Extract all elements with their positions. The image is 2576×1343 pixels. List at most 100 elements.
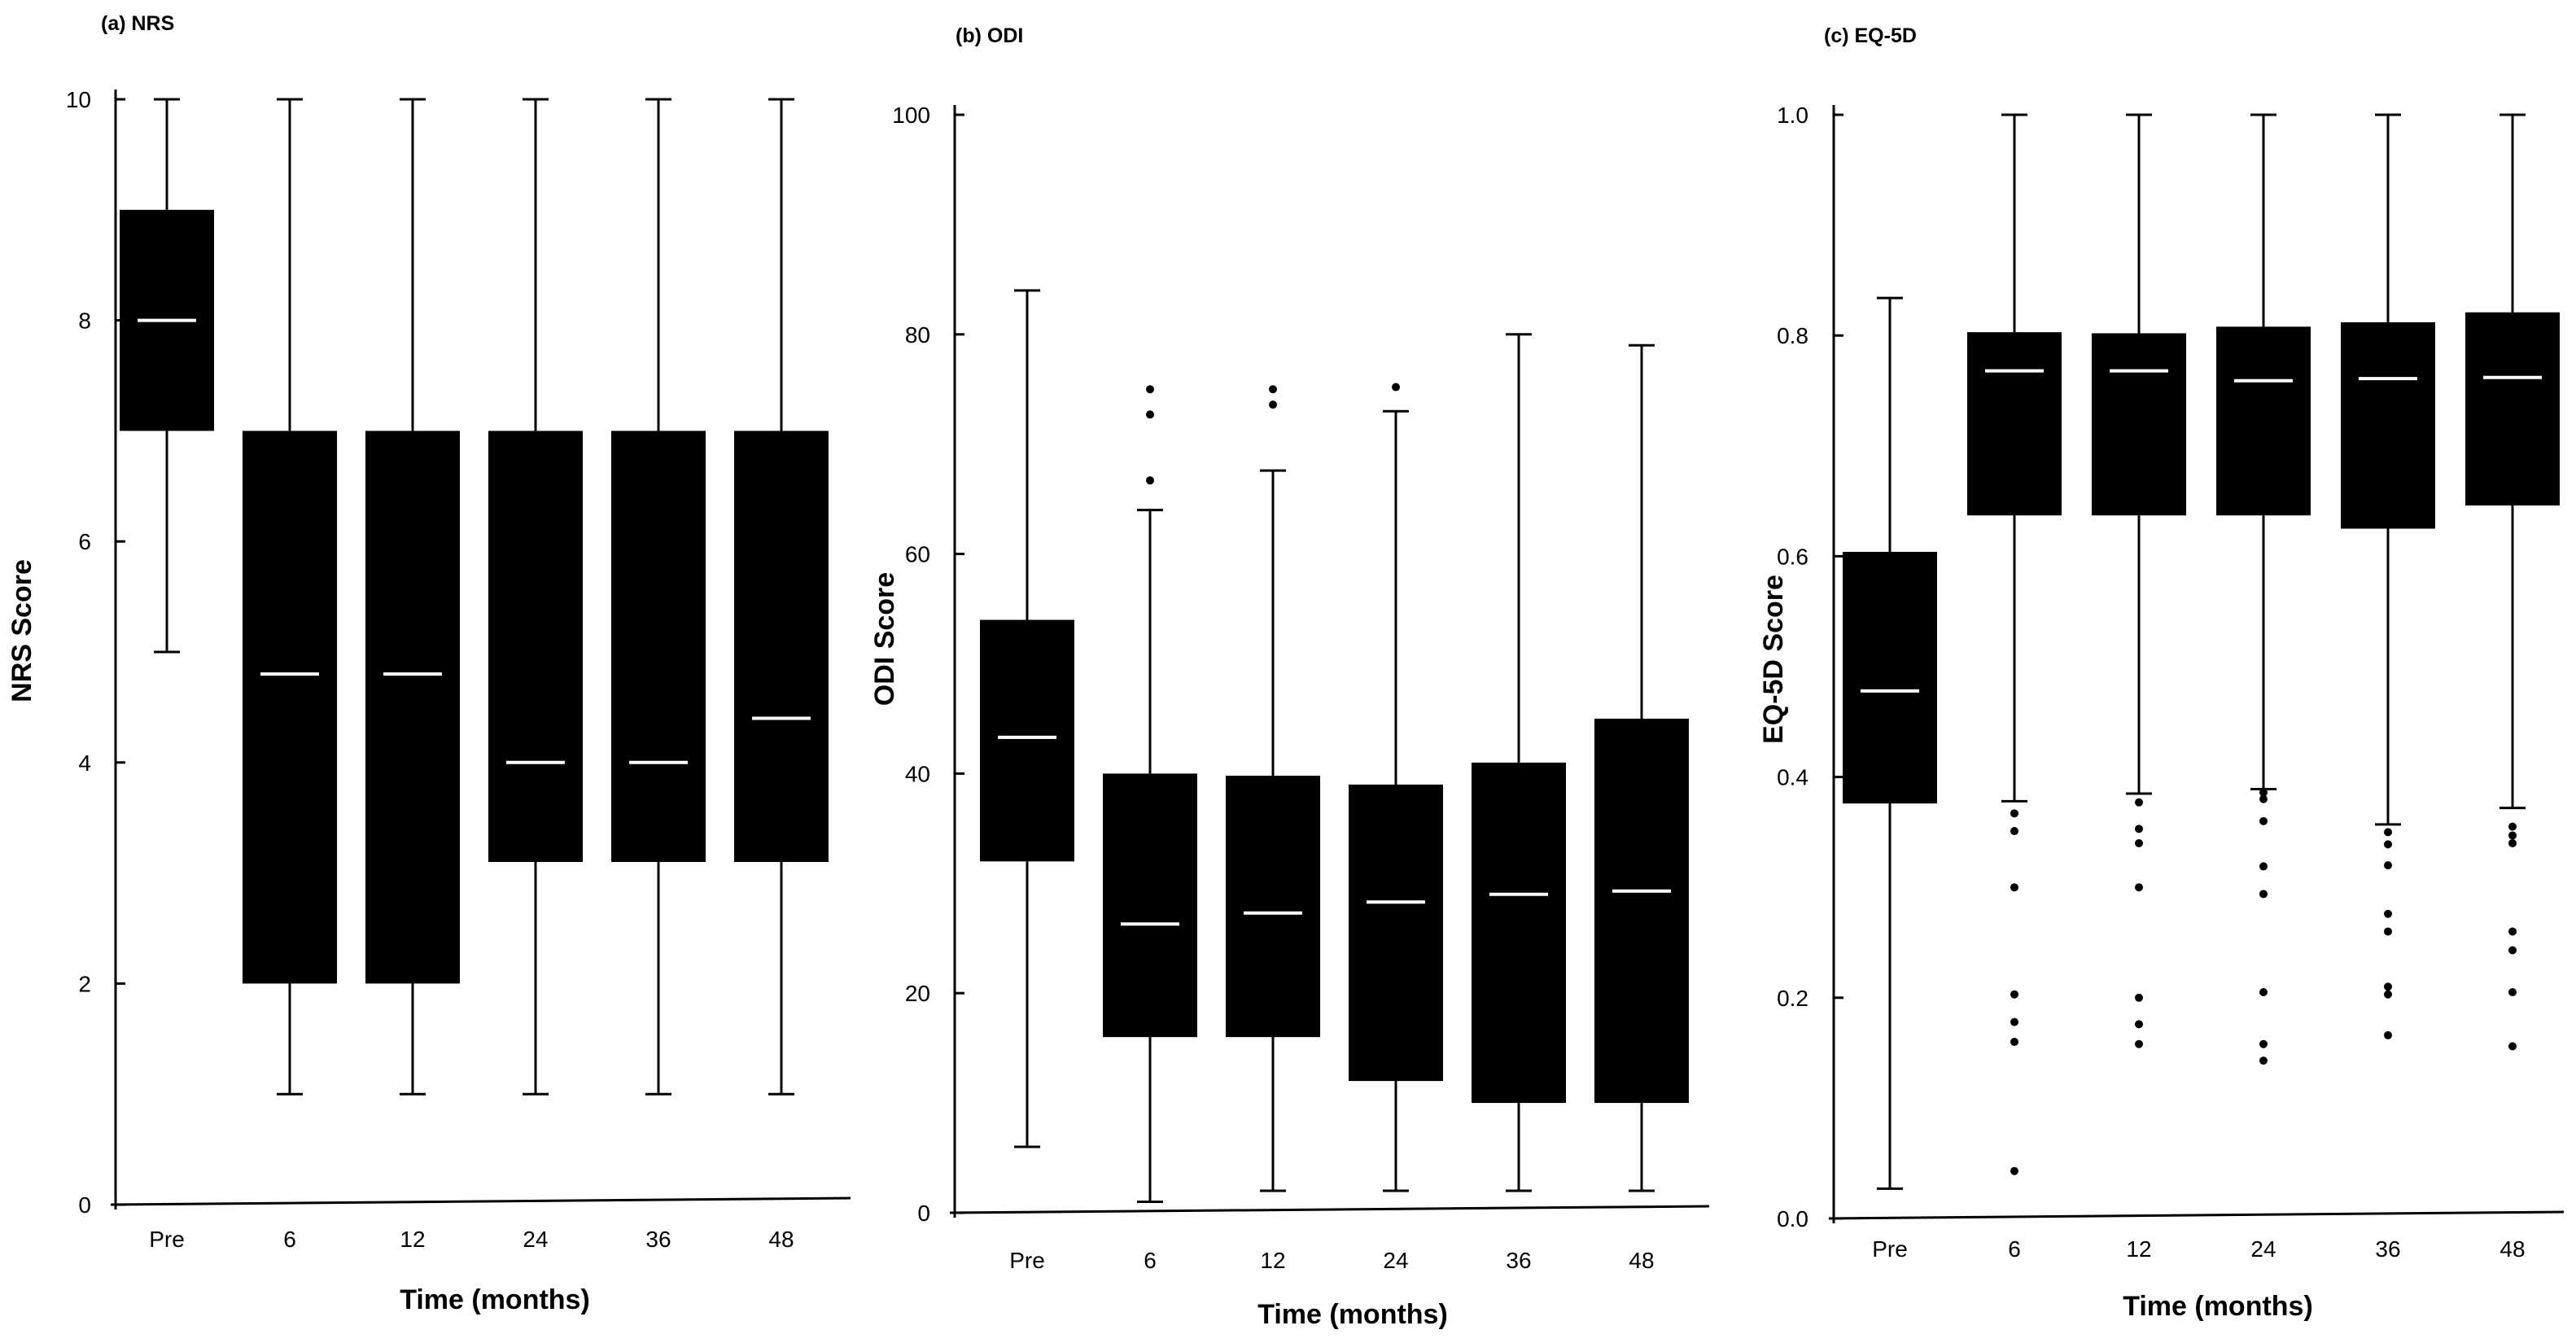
outlier-point (2010, 827, 2018, 836)
x-tick-label: 24 (523, 1227, 548, 1252)
x-axis-title: Time (months) (1257, 1299, 1448, 1330)
nrs-panel: (a) NRS NRS Score Time (months) 0246810P… (7, 12, 851, 1315)
iqr-box (1967, 332, 2062, 516)
outlier-point (2259, 788, 2268, 797)
x-axis-line (949, 1205, 1710, 1214)
iqr-box (2465, 312, 2560, 506)
y-tick-label: 60 (905, 542, 930, 567)
box-group-36 (611, 98, 706, 1096)
outlier-point (1146, 410, 1154, 419)
box-group-6 (1103, 385, 1197, 1204)
iqr-box (1594, 718, 1689, 1104)
box-group-24 (488, 98, 583, 1096)
box-group-Pre (980, 289, 1074, 1148)
outlier-point (2135, 1039, 2143, 1048)
iqr-box (1843, 551, 1937, 804)
box-group-48 (734, 98, 829, 1096)
outlier-point (2508, 946, 2517, 955)
x-tick-label: Pre (1009, 1248, 1045, 1273)
panel-title: (a) NRS (101, 12, 174, 35)
outlier-point (2010, 1017, 2018, 1026)
y-tick-label: 0.0 (1777, 1206, 1808, 1231)
x-tick-label: 48 (2499, 1236, 2525, 1262)
box-group-24 (1349, 383, 1443, 1192)
eq5d-plot-area: 0.0 0.2 0.4 0.6 0.8 1.0 Pre 6 12 24 36 48 (1777, 103, 2565, 1262)
outlier-point (2384, 828, 2392, 837)
outlier-point (2010, 1166, 2018, 1175)
outlier-point (2508, 831, 2517, 840)
x-tick-label: 12 (1260, 1248, 1285, 1273)
box-group-Pre (120, 98, 214, 654)
x-tick-label: 24 (1383, 1248, 1408, 1273)
iqr-box (2092, 333, 2186, 516)
x-tick-label: 36 (645, 1227, 671, 1252)
y-tick-label: 0 (78, 1192, 91, 1218)
outlier-point (2384, 840, 2392, 849)
iqr-box (243, 431, 337, 984)
x-axis-line (1828, 1210, 2565, 1220)
outlier-point (2010, 990, 2018, 999)
outlier-point (2259, 862, 2268, 871)
y-axis-title: EQ-5D Score (1758, 575, 1789, 744)
outlier-point (2135, 1020, 2143, 1029)
box-group-36 (2341, 113, 2435, 1039)
panel-title: (b) ODI (956, 24, 1023, 47)
outlier-point (2384, 1030, 2392, 1039)
x-tick-label: 12 (2126, 1236, 2151, 1262)
outlier-point (1392, 383, 1400, 392)
iqr-box (734, 431, 829, 863)
outlier-point (2508, 988, 2517, 997)
outlier-point (1269, 385, 1277, 394)
y-tick-label: 0 (917, 1201, 930, 1226)
box-group-12 (2092, 113, 2186, 1048)
outlier-point (2259, 816, 2268, 825)
outlier-point (2508, 838, 2517, 847)
iqr-box (2341, 322, 2435, 529)
x-axis-title: Time (months) (2123, 1291, 2313, 1322)
outlier-point (2259, 890, 2268, 899)
outlier-point (2010, 883, 2018, 892)
x-tick-label: 36 (2375, 1236, 2400, 1262)
y-tick-label: 6 (78, 529, 91, 554)
y-tick-label: 2 (78, 971, 91, 996)
y-tick-label: 40 (905, 761, 930, 786)
y-tick-label: 0.4 (1777, 765, 1808, 790)
x-tick-label: 6 (1144, 1248, 1157, 1273)
x-tick-label: 6 (2008, 1236, 2021, 1262)
outlier-point (2259, 1039, 2268, 1048)
iqr-box (611, 431, 706, 863)
outlier-point (2259, 988, 2268, 997)
iqr-box (1472, 762, 1566, 1104)
iqr-box (2216, 326, 2311, 516)
outlier-point (2259, 794, 2268, 803)
outlier-point (1146, 476, 1154, 485)
outlier-point (1146, 385, 1154, 394)
iqr-box (980, 619, 1074, 862)
x-tick-label: 48 (768, 1227, 794, 1252)
x-tick-label: 6 (283, 1227, 296, 1252)
box-group-Pre (1843, 296, 1937, 1190)
iqr-box (1349, 784, 1443, 1082)
outlier-point (2135, 883, 2143, 892)
iqr-box (365, 431, 460, 984)
x-tick-label: 48 (1629, 1248, 1654, 1273)
box-group-12 (1226, 385, 1320, 1192)
x-axis-line (110, 1196, 851, 1206)
box-group-6 (243, 98, 337, 1096)
outlier-point (2384, 909, 2392, 918)
eq5d-panel: (c) EQ-5D EQ-5D Score Time (months) 0.00… (1758, 24, 2565, 1322)
outlier-point (2508, 822, 2517, 831)
box-group-24 (2216, 113, 2311, 1065)
box-group-48 (1594, 343, 1689, 1192)
outlier-point (2384, 927, 2392, 936)
x-axis-title: Time (months) (400, 1284, 590, 1315)
iqr-box (1226, 776, 1320, 1038)
y-axis-title: ODI Score (869, 572, 900, 706)
odi-panel: (b) ODI ODI Score Time (months) 0 20 40 60 8… (869, 24, 1710, 1330)
box-group-48 (2465, 113, 2560, 1051)
iqr-box (488, 431, 583, 863)
y-tick-label: 0.6 (1777, 544, 1808, 569)
y-tick-label: 0.8 (1777, 323, 1808, 348)
outlier-point (2384, 990, 2392, 999)
